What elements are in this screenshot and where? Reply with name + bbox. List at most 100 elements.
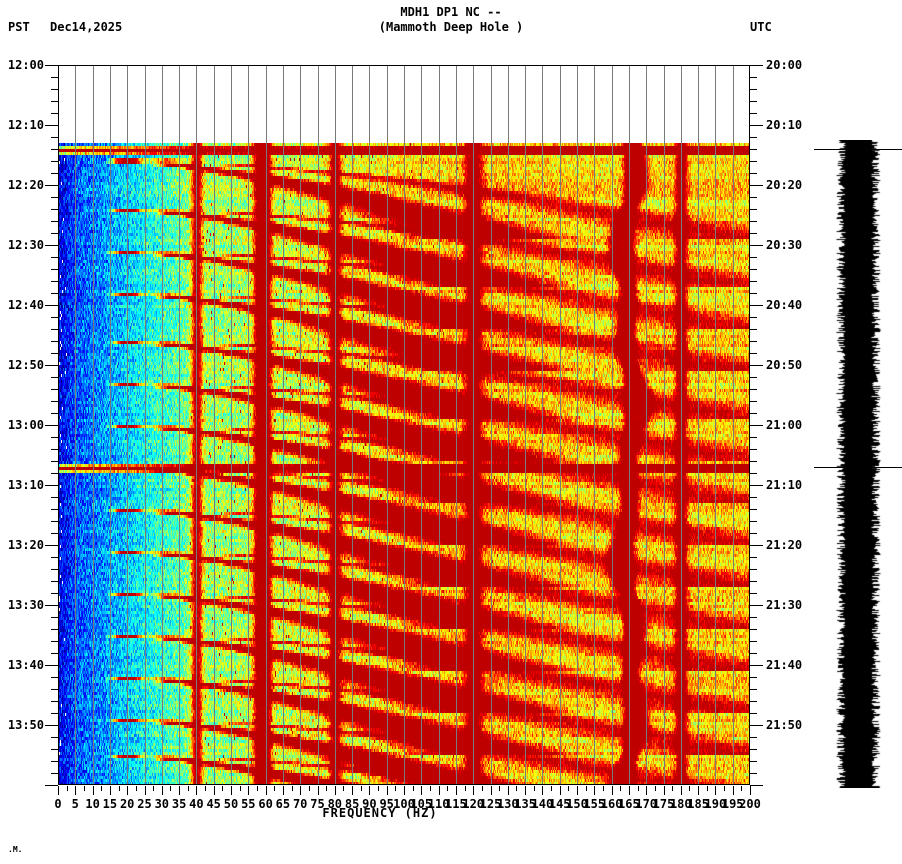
time-tick-minor: [51, 149, 58, 150]
time-tick-minor: [750, 617, 757, 618]
freq-tick-major: [560, 786, 561, 795]
time-tick-major: [750, 365, 763, 366]
freq-label: 170: [635, 797, 658, 811]
time-tick-minor: [51, 377, 58, 378]
time-tick-minor: [750, 233, 757, 234]
freq-label: 0: [54, 797, 62, 811]
time-label-pst: 13:30: [7, 598, 44, 612]
freq-tick-major: [75, 786, 76, 795]
time-tick-minor: [51, 533, 58, 534]
time-label-utc: 20:30: [766, 238, 803, 252]
time-tick-minor: [750, 413, 757, 414]
time-tick-minor: [51, 233, 58, 234]
time-tick-minor: [750, 317, 757, 318]
freq-tick-minor: [170, 786, 171, 791]
gridline: [93, 65, 94, 785]
freq-label: 50: [223, 797, 239, 811]
date-label: Dec14,2025: [50, 20, 123, 34]
corner-mark: .M.: [8, 845, 23, 854]
time-tick-minor: [750, 677, 757, 678]
freq-label: 140: [531, 797, 554, 811]
time-tick-minor: [750, 389, 757, 390]
freq-label: 190: [704, 797, 727, 811]
time-tick-major: [750, 425, 763, 426]
time-tick-minor: [51, 389, 58, 390]
time-tick-minor: [51, 761, 58, 762]
freq-tick-major: [421, 786, 422, 795]
freq-tick-major: [318, 786, 319, 795]
time-tick-minor: [51, 161, 58, 162]
freq-tick-major: [612, 786, 613, 795]
freq-label: 80: [327, 797, 343, 811]
time-tick-minor: [51, 209, 58, 210]
time-tick-major: [45, 365, 58, 366]
time-label-pst: 13:40: [7, 658, 44, 672]
time-label-pst: 13:00: [7, 418, 44, 432]
time-tick-minor: [51, 137, 58, 138]
gridline: [681, 65, 682, 785]
time-label-pst: 12:00: [7, 58, 44, 72]
freq-tick-major: [629, 786, 630, 795]
gridline: [646, 65, 647, 785]
time-tick-major: [45, 185, 58, 186]
time-tick-minor: [750, 77, 757, 78]
time-label-pst: 12:30: [7, 238, 44, 252]
gridline: [179, 65, 180, 785]
time-tick-minor: [750, 509, 757, 510]
time-tick-minor: [750, 557, 757, 558]
time-tick-minor: [51, 437, 58, 438]
time-tick-minor: [750, 761, 757, 762]
time-tick-major: [750, 125, 763, 126]
freq-tick-minor: [413, 786, 414, 791]
time-tick-major: [45, 725, 58, 726]
gridline: [369, 65, 370, 785]
time-tick-minor: [750, 773, 757, 774]
time-tick-minor: [51, 461, 58, 462]
freq-tick-minor: [274, 786, 275, 791]
time-tick-minor: [51, 593, 58, 594]
freq-label: 45: [206, 797, 221, 811]
time-tick-minor: [750, 89, 757, 90]
freq-tick-minor: [741, 786, 742, 791]
freq-tick-major: [404, 786, 405, 795]
freq-tick-minor: [153, 786, 154, 791]
freq-label: 10: [85, 797, 100, 811]
time-tick-minor: [51, 581, 58, 582]
time-tick-minor: [51, 101, 58, 102]
time-tick-minor: [750, 293, 757, 294]
time-label-pst: 13:10: [7, 478, 44, 492]
freq-tick-minor: [67, 786, 68, 791]
time-tick-minor: [51, 569, 58, 570]
time-label-utc: 21:20: [766, 538, 803, 552]
time-tick-minor: [750, 173, 757, 174]
left-timezone-label: PST: [8, 20, 30, 34]
time-label-utc: 21:30: [766, 598, 803, 612]
freq-label: 40: [189, 797, 204, 811]
freq-label: 180: [669, 797, 692, 811]
freq-tick-major: [456, 786, 457, 795]
freq-label: 30: [154, 797, 170, 811]
time-tick-minor: [750, 701, 757, 702]
freq-tick-major: [145, 786, 146, 795]
freq-tick-major: [577, 786, 578, 795]
time-tick-minor: [51, 509, 58, 510]
freq-tick-major: [473, 786, 474, 795]
freq-tick-major: [162, 786, 163, 795]
freq-tick-major: [231, 786, 232, 795]
time-tick-minor: [750, 329, 757, 330]
freq-label: 15: [102, 797, 118, 811]
gridline: [387, 65, 388, 785]
time-tick-minor: [51, 449, 58, 450]
gridline: [421, 65, 422, 785]
time-tick-major: [45, 785, 58, 786]
time-tick-major: [750, 245, 763, 246]
time-label-pst: 12:50: [7, 358, 44, 372]
freq-label: 115: [445, 797, 467, 811]
time-label-utc: 20:40: [766, 298, 803, 312]
time-tick-minor: [750, 449, 757, 450]
freq-tick-minor: [361, 786, 362, 791]
freq-tick-minor: [326, 786, 327, 791]
time-tick-minor: [51, 257, 58, 258]
time-tick-minor: [750, 689, 757, 690]
time-tick-minor: [750, 197, 757, 198]
